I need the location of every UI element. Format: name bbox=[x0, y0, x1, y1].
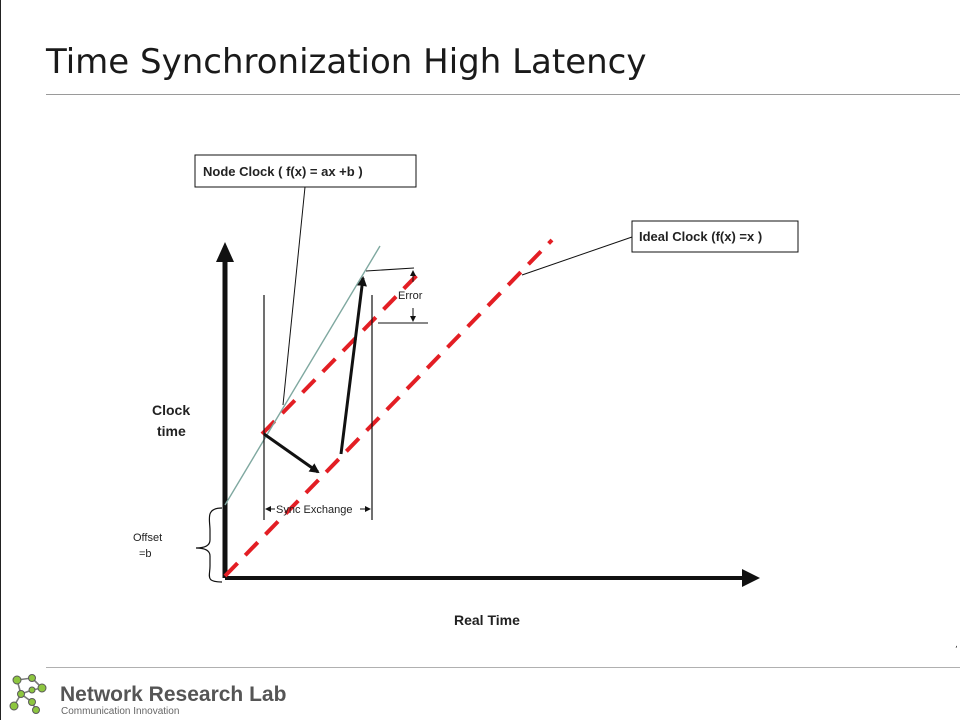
ideal-clock-callout-label: Ideal Clock (f(x) =x ) bbox=[639, 229, 762, 244]
footer-tagline: Communication Innovation bbox=[61, 706, 180, 717]
sync-request-arrow bbox=[263, 432, 320, 474]
node-clock-dashed-line bbox=[260, 268, 424, 436]
offset-label-line2: =b bbox=[139, 548, 152, 560]
node-clock-callout-label: Node Clock ( f(x) = ax +b ) bbox=[203, 164, 363, 179]
footer-lab-name: Network Research Lab bbox=[60, 683, 287, 706]
offset-label-line1: Offset bbox=[133, 532, 162, 544]
node-clock-line bbox=[224, 245, 381, 506]
y-axis-label-clock: Clock bbox=[152, 402, 190, 418]
error-top-tick bbox=[365, 267, 415, 272]
title-divider bbox=[46, 94, 960, 95]
y-axis-arrowhead bbox=[216, 242, 234, 262]
slide-title: Time Synchronization High Latency bbox=[46, 42, 647, 82]
sync-reply-arrow bbox=[339, 276, 367, 455]
corner-mark: , bbox=[955, 640, 958, 650]
network-lab-logo-icon bbox=[9, 674, 47, 714]
offset-brace bbox=[195, 507, 223, 583]
sync-exchange-label: Sync Exchange bbox=[276, 504, 352, 516]
error-label: Error bbox=[398, 290, 423, 302]
ideal-clock-leader-line bbox=[521, 236, 633, 276]
slide-frame-edge bbox=[0, 0, 1, 720]
x-axis-label: Real Time bbox=[454, 612, 520, 628]
footer-divider bbox=[46, 667, 960, 668]
ideal-clock-callout-box bbox=[631, 220, 799, 253]
x-axis-arrowhead bbox=[742, 569, 760, 587]
ideal-clock-line bbox=[223, 238, 554, 578]
node-clock-callout-box bbox=[194, 154, 417, 188]
node-clock-leader-line bbox=[282, 186, 306, 406]
y-axis-label-time: time bbox=[157, 423, 186, 439]
